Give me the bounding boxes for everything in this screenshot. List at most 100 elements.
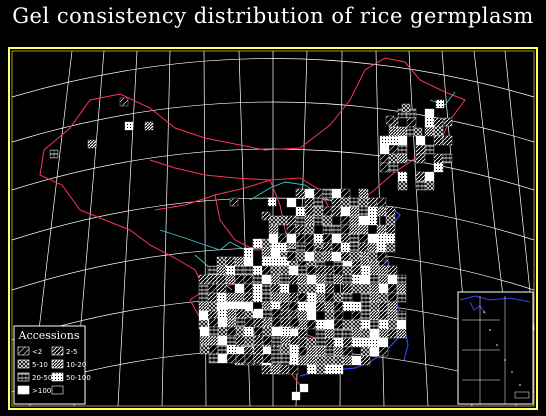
distribution-cell [333,310,344,321]
distribution-cell [225,292,236,303]
distribution-cell [297,346,308,357]
distribution-cell [322,224,333,235]
distribution-cell [378,319,389,330]
distribution-cell [351,301,362,312]
distribution-cell [424,126,435,137]
distribution-cell [313,251,324,262]
distribution-cell [279,265,290,276]
distribution-cell [315,337,326,348]
distribution-cell [315,328,326,339]
distribution-cell [306,283,317,294]
legend-swatch [51,346,64,356]
distribution-cell [306,310,317,321]
distribution-cell [208,335,219,346]
south-china-sea-inset [457,291,534,405]
distribution-cell [280,317,291,328]
legend-label: <2 [32,348,42,356]
distribution-cell [286,197,297,208]
distribution-cell [306,274,317,285]
distribution-cell [306,337,317,348]
map-title: Gel consistency distribution of rice ger… [12,4,534,28]
distribution-cell [396,274,407,285]
distribution-cell [360,265,371,276]
distribution-cell [360,301,371,312]
distribution-cell [349,224,360,235]
distribution-cell [49,149,59,159]
distribution-cell [333,364,344,375]
distribution-cell [217,326,228,337]
distribution-cell [297,292,308,303]
distribution-cell [333,301,344,312]
distribution-cell [208,326,219,337]
distribution-cell [333,328,344,339]
distribution-cell [349,233,360,244]
distribution-cell [396,328,407,339]
distribution-cell [291,391,301,401]
distribution-cell [367,215,378,226]
distribution-cell [322,251,333,262]
distribution-cell [315,364,326,375]
distribution-cell [387,328,398,339]
distribution-cell [369,283,380,294]
distribution-cell [340,215,351,226]
distribution-cell [244,317,255,328]
distribution-cell [207,265,218,276]
distribution-cell [199,335,210,346]
distribution-cell [304,251,315,262]
distribution-cell [315,265,326,276]
legend-title: Accessions [18,329,80,342]
distribution-cell [369,319,380,330]
distribution-cell [253,308,264,319]
distribution-cell [216,256,227,267]
distribution-cell [433,162,444,173]
distribution-cell [226,344,237,355]
distribution-cell [229,197,239,207]
distribution-cell [295,224,306,235]
distribution-cell [313,215,324,226]
distribution-cell [424,171,435,182]
distribution-cell [396,292,407,303]
distribution-cell [358,215,369,226]
distribution-cell [349,215,360,226]
distribution-cell [324,346,335,357]
distribution-cell [261,256,272,267]
distribution-cell [225,265,236,276]
distribution-cell [199,326,210,337]
distribution-cell [397,126,408,137]
distribution-cell [388,126,399,137]
distribution-cell [234,292,245,303]
distribution-cell [234,256,245,267]
distribution-cell [304,215,315,226]
distribution-cell [351,265,362,276]
distribution-cell [286,233,297,244]
distribution-cell [268,224,279,235]
distribution-cell [262,308,273,319]
distribution-cell [288,265,299,276]
distribution-cell [315,346,326,357]
distribution-cell [277,242,288,253]
distribution-cell [297,319,308,330]
distribution-cell [360,274,371,285]
distribution-cell [333,337,344,348]
distribution-cell [385,115,395,125]
distribution-cell [198,292,209,303]
distribution-cell [270,283,281,294]
distribution-cell [286,251,297,262]
distribution-cell [279,364,290,375]
distribution-cell [396,310,407,321]
distribution-cell [442,135,453,146]
distribution-cell [226,326,237,337]
distribution-cell [433,117,444,128]
distribution-cell [397,144,408,155]
distribution-cell [288,355,299,366]
distribution-cell [378,274,389,285]
distribution-cell [277,215,288,226]
distribution-cell [369,292,380,303]
distribution-cell [234,274,245,285]
distribution-cell [367,251,378,262]
distribution-cell [261,274,272,285]
distribution-cell [119,97,129,107]
distribution-cell [443,117,453,127]
distribution-cell [331,188,342,199]
distribution-cells [49,97,453,401]
